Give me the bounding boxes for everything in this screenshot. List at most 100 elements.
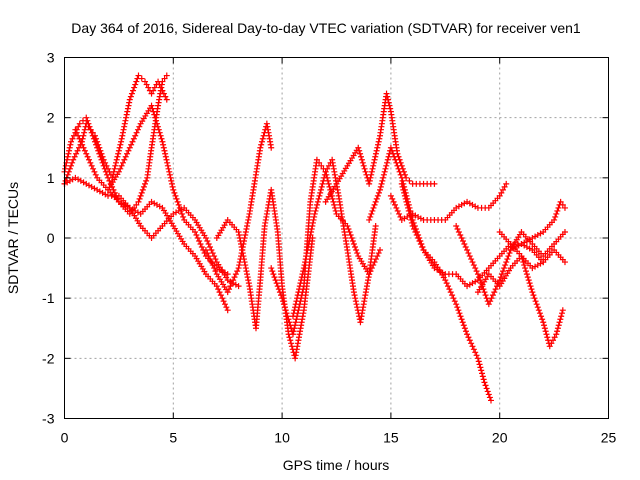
series-trace-marks <box>64 176 76 186</box>
series-trace-marks <box>454 304 469 335</box>
series-trace-marks <box>520 255 534 269</box>
series-trace-marks <box>367 189 382 220</box>
series-trace-marks <box>465 250 480 275</box>
data-point <box>546 343 553 350</box>
series-trace-marks <box>253 280 264 329</box>
axis-ticks <box>64 57 609 419</box>
data-point <box>311 210 318 217</box>
series-trace-marks <box>204 238 219 263</box>
series-trace-marks <box>548 334 558 347</box>
series-trace-marks <box>257 225 268 281</box>
series-trace-marks <box>389 195 404 220</box>
series-trace-marks <box>413 180 423 187</box>
series-trace-marks <box>444 207 458 221</box>
series-sat-l <box>398 180 547 290</box>
data-point <box>561 204 568 211</box>
series-trace-marks <box>498 267 513 287</box>
data-point <box>170 186 177 193</box>
x-tick-label: 25 <box>601 430 617 446</box>
series-trace-marks <box>487 255 501 269</box>
data-point <box>398 174 405 181</box>
series-trace-marks <box>236 231 252 287</box>
data-point <box>366 216 373 223</box>
series-trace-marks <box>110 141 124 178</box>
data-point <box>431 180 438 187</box>
y-tick-label: -3 <box>42 411 55 427</box>
series-trace-marks <box>264 123 274 148</box>
series-trace-marks <box>301 213 318 269</box>
series-trace-marks <box>541 322 552 347</box>
data-point <box>268 265 275 272</box>
data-point <box>366 180 373 187</box>
y-axis-label: SDTVAR / TECUs <box>5 182 21 294</box>
series-trace-marks <box>246 147 263 214</box>
data-point <box>372 222 379 229</box>
series-trace-marks <box>118 99 133 142</box>
series-trace-marks <box>118 200 131 210</box>
data-point <box>313 156 320 163</box>
series-trace-marks <box>475 358 487 383</box>
chart-title: Day 364 of 2016, Sidereal Day-to-day VTE… <box>71 20 581 36</box>
y-tick-label: 3 <box>47 50 55 66</box>
series-trace-marks <box>424 180 434 187</box>
data-point <box>387 192 394 199</box>
series-trace-marks <box>476 273 491 293</box>
series-trace-marks <box>384 93 394 112</box>
series-trace-marks <box>269 268 285 299</box>
series-sat-j <box>322 90 438 205</box>
series-trace-marks <box>85 182 98 192</box>
series-trace-marks <box>465 334 480 359</box>
series-trace-marks <box>509 243 523 257</box>
series-trace-marks <box>497 250 513 281</box>
series-trace-marks <box>274 231 285 287</box>
series-trace-marks <box>521 242 533 252</box>
series-trace-marks <box>412 212 424 222</box>
data-point <box>559 307 566 314</box>
data-point <box>91 132 98 139</box>
data-point <box>355 144 362 151</box>
series-trace-marks <box>84 153 99 178</box>
data-point <box>83 114 90 121</box>
y-tick-label: -1 <box>42 290 55 306</box>
series-trace-marks <box>324 159 334 172</box>
x-axis-label: GPS time / hours <box>283 457 390 473</box>
series-trace-marks <box>193 219 208 239</box>
series-trace-marks <box>498 183 508 196</box>
series-trace-marks <box>357 274 372 323</box>
data-point <box>155 78 162 85</box>
data-point <box>224 289 231 296</box>
data-point <box>70 156 77 163</box>
y-tick-label: 1 <box>47 170 55 186</box>
series-sat-o <box>474 253 566 350</box>
series-trace-marks <box>553 249 566 263</box>
series-trace-marks <box>161 75 168 82</box>
data-point <box>377 247 384 254</box>
data-point <box>235 265 242 272</box>
grid <box>64 57 609 419</box>
series-trace-marks <box>530 292 546 323</box>
data-point <box>163 96 170 103</box>
series-trace-marks <box>498 231 512 245</box>
series-trace-marks <box>509 255 523 269</box>
series-trace-marks <box>193 255 208 275</box>
series-trace-marks <box>521 236 533 246</box>
data-point <box>529 289 536 296</box>
series-trace-marks <box>388 147 404 178</box>
data-point <box>115 168 122 175</box>
data-point <box>83 150 90 157</box>
series-trace-marks <box>107 189 120 203</box>
series-trace-marks <box>108 192 119 199</box>
series-trace-marks <box>150 225 164 239</box>
data-point <box>464 247 471 254</box>
series-trace-marks <box>290 286 307 335</box>
y-tick-labels: -3 -2 -1 0 1 2 3 <box>42 50 55 427</box>
data-point <box>100 156 107 163</box>
series-trace-marks <box>183 219 196 233</box>
series-sat-n <box>453 222 568 308</box>
series-trace-marks <box>127 75 141 100</box>
series-trace-marks <box>445 271 456 278</box>
series-trace-marks <box>128 207 143 227</box>
series-trace-marks <box>434 266 446 276</box>
data-point <box>553 331 560 338</box>
series-trace-marks <box>482 382 493 401</box>
